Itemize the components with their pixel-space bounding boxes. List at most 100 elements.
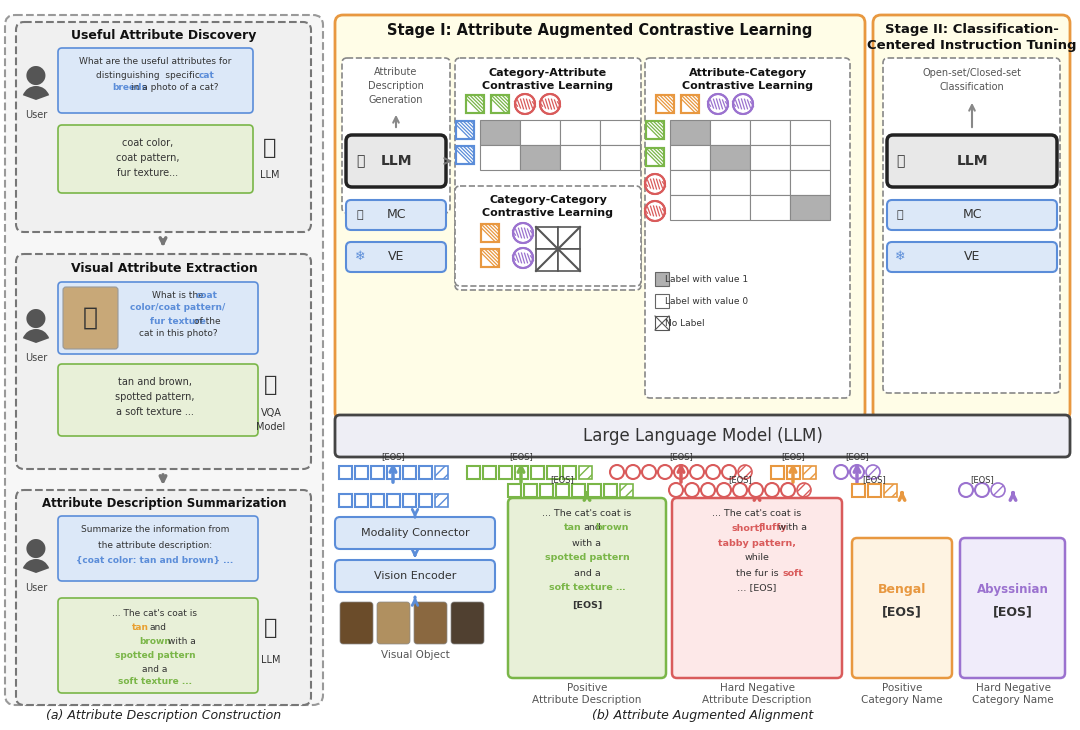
Text: and: and (583, 523, 600, 532)
Wedge shape (23, 329, 50, 343)
FancyBboxPatch shape (887, 242, 1057, 272)
Text: Category-Category: Category-Category (489, 195, 607, 205)
FancyBboxPatch shape (340, 602, 373, 644)
Text: Contrastive Learning: Contrastive Learning (483, 208, 613, 218)
Text: ●: ● (25, 306, 46, 330)
Circle shape (669, 483, 683, 497)
Text: fluffy: fluffy (758, 523, 787, 532)
Bar (789, 195, 831, 220)
Circle shape (717, 483, 731, 497)
Bar (546, 466, 559, 478)
Text: in a photo of a cat?: in a photo of a cat? (132, 83, 219, 93)
Bar (456, 121, 474, 139)
Wedge shape (23, 86, 50, 100)
Text: cat: cat (199, 71, 215, 80)
Text: Contrastive Learning: Contrastive Learning (683, 81, 813, 91)
Bar (536, 249, 558, 271)
Text: LLM: LLM (260, 170, 280, 180)
Circle shape (723, 465, 735, 479)
FancyBboxPatch shape (883, 58, 1059, 393)
Text: with a: with a (779, 523, 808, 532)
Bar (387, 466, 400, 478)
Bar (524, 483, 537, 496)
Bar (419, 466, 432, 478)
Circle shape (540, 94, 561, 114)
Circle shape (685, 483, 699, 497)
Bar (456, 121, 474, 139)
Circle shape (642, 465, 656, 479)
Text: tan: tan (564, 523, 582, 532)
Text: the fur is: the fur is (735, 569, 779, 577)
Text: color/coat pattern/: color/coat pattern/ (131, 304, 226, 312)
Bar (434, 493, 447, 507)
Text: Classification: Classification (940, 82, 1004, 92)
Text: [EOS]: [EOS] (728, 475, 752, 485)
Text: with a: with a (572, 539, 602, 548)
Text: 🤖: 🤖 (265, 618, 278, 638)
Text: Stage I: Attribute Augmented Contrastive Learning: Stage I: Attribute Augmented Contrastive… (388, 23, 812, 37)
Bar (579, 466, 592, 478)
Bar (354, 493, 367, 507)
Text: Attribute: Attribute (375, 67, 418, 77)
Text: [EOS]: [EOS] (381, 453, 405, 461)
Text: No Label: No Label (665, 318, 704, 328)
Text: LLM: LLM (956, 154, 988, 168)
Bar (654, 316, 669, 330)
Text: ... The cat's coat is: ... The cat's coat is (112, 610, 198, 618)
Text: Centered Instruction Tuning: Centered Instruction Tuning (867, 39, 1077, 52)
Text: Attribute Description Summarization: Attribute Description Summarization (42, 498, 286, 510)
FancyBboxPatch shape (335, 15, 865, 420)
Text: Useful Attribute Discovery: Useful Attribute Discovery (71, 29, 257, 42)
Bar (786, 466, 799, 478)
Text: ... The cat's coat is: ... The cat's coat is (542, 509, 632, 518)
Text: ❄: ❄ (894, 250, 905, 264)
Bar (750, 195, 789, 220)
FancyBboxPatch shape (346, 242, 446, 272)
Bar (514, 466, 527, 478)
Bar (654, 294, 669, 308)
FancyBboxPatch shape (58, 48, 253, 113)
Bar (558, 227, 580, 249)
Text: User: User (25, 110, 48, 120)
FancyBboxPatch shape (63, 287, 118, 349)
Text: the attribute description:: the attribute description: (98, 540, 212, 550)
FancyBboxPatch shape (887, 135, 1057, 187)
Text: and a: and a (573, 569, 600, 577)
Bar (519, 145, 561, 170)
FancyBboxPatch shape (346, 135, 446, 187)
Text: short,: short, (732, 523, 764, 532)
FancyBboxPatch shape (414, 602, 447, 644)
Text: LLM: LLM (380, 154, 411, 168)
Text: with a: with a (168, 637, 195, 645)
Text: Large Language Model (LLM): Large Language Model (LLM) (583, 427, 823, 445)
Text: 🔥: 🔥 (896, 210, 903, 220)
Text: Category Name: Category Name (861, 695, 943, 705)
Text: Vision Encoder: Vision Encoder (374, 571, 456, 581)
FancyBboxPatch shape (335, 560, 495, 592)
Text: tan and brown,: tan and brown, (118, 377, 192, 387)
Bar (646, 121, 664, 139)
Bar (338, 493, 351, 507)
Text: coat color,: coat color, (122, 138, 174, 148)
Circle shape (733, 483, 747, 497)
Text: 🔥: 🔥 (895, 154, 904, 168)
Text: 🤖: 🤖 (265, 375, 278, 395)
Bar (465, 95, 484, 113)
Circle shape (658, 465, 672, 479)
Bar (750, 145, 789, 170)
Circle shape (797, 483, 811, 497)
Bar (620, 483, 633, 496)
Wedge shape (23, 559, 50, 573)
Bar (710, 170, 750, 195)
Bar (670, 195, 710, 220)
FancyBboxPatch shape (58, 125, 253, 193)
Bar (491, 95, 509, 113)
Text: coat pattern,: coat pattern, (117, 153, 179, 163)
Text: Contrastive Learning: Contrastive Learning (483, 81, 613, 91)
Text: and a: and a (143, 664, 167, 674)
Text: and: and (149, 623, 166, 631)
Circle shape (515, 94, 535, 114)
FancyBboxPatch shape (5, 15, 323, 705)
Text: Summarize the information from: Summarize the information from (81, 526, 229, 534)
Bar (646, 148, 664, 166)
